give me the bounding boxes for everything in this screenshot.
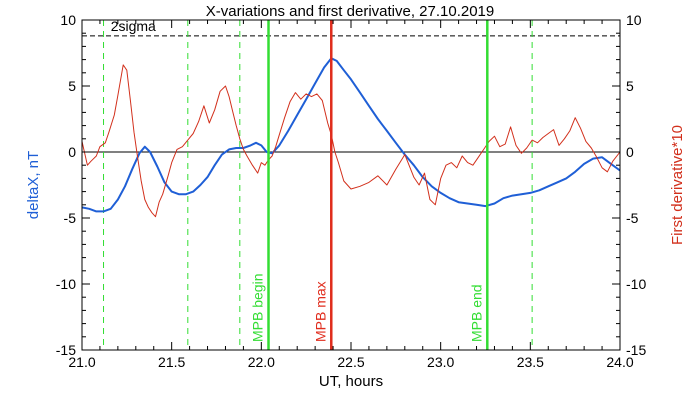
- y-axis-label-left: deltaX, nT: [25, 151, 42, 219]
- mpb-label: MPB max: [312, 281, 328, 342]
- y-tick-label-left: -5: [64, 210, 77, 226]
- y-tick-label-left: 10: [60, 12, 76, 28]
- x-tick-label: 23.0: [427, 354, 454, 370]
- reference-lines: [82, 20, 620, 350]
- x-tick-label: 21.0: [68, 354, 95, 370]
- y-tick-label-right: -5: [626, 210, 639, 226]
- y-tick-label-left: 0: [68, 144, 76, 160]
- y-tick-label-right: 5: [626, 78, 634, 94]
- y-tick-label-right: -15: [626, 342, 646, 358]
- x-tick-label: 24.0: [606, 354, 633, 370]
- y-tick-label-left: -10: [56, 276, 76, 292]
- mpb-markers: MPB begin MPB max MPB end: [250, 20, 489, 350]
- y-tick-label-right: 10: [626, 12, 642, 28]
- derivative-line: [81, 64, 621, 218]
- x-tick-label: 22.0: [248, 354, 275, 370]
- y-axis-label-right: First derivative*10: [669, 125, 686, 245]
- y-tick-label-right: 0: [626, 144, 634, 160]
- x-tick-label: 23.5: [517, 354, 544, 370]
- mpb-label: MPB end: [468, 284, 484, 342]
- x-tick-label: 22.5: [337, 354, 364, 370]
- y-tick-label-left: 5: [68, 78, 76, 94]
- y-tick-label-left: -15: [56, 342, 76, 358]
- y-tick-label-right: -10: [626, 276, 646, 292]
- plot-frame: [81, 19, 621, 351]
- series-layer: [81, 57, 621, 218]
- axis-ticks: 21.0 21.5 22.0 22.5 23.0 23.5 24.0 10 10 5 5 0 0 -5 -5…: [56, 12, 647, 370]
- x-tick-label: 21.5: [158, 354, 185, 370]
- deltax-line: [81, 57, 621, 213]
- x-axis-label: UT, hours: [319, 373, 383, 390]
- mpb-label: MPB begin: [250, 274, 266, 342]
- sigma-label: 2sigma: [111, 18, 156, 34]
- chart-title: X-variations and first derivative, 27.10…: [206, 3, 495, 20]
